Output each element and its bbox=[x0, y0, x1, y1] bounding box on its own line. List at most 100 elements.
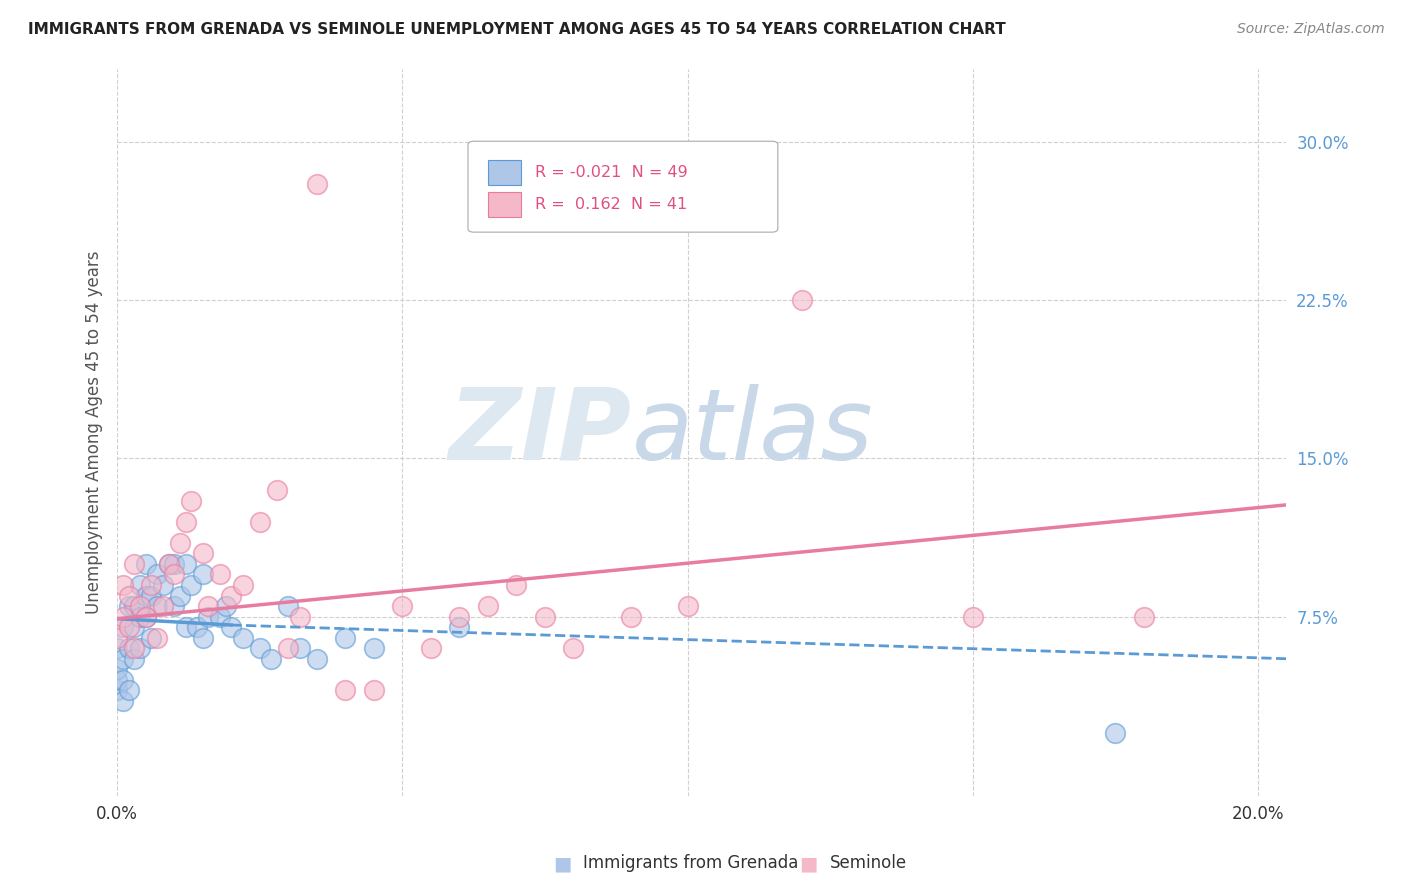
Point bbox=[335, 683, 357, 698]
Point bbox=[266, 483, 288, 497]
Point bbox=[186, 620, 208, 634]
Point bbox=[232, 578, 254, 592]
Point bbox=[105, 683, 128, 698]
Point bbox=[391, 599, 413, 613]
Point bbox=[419, 641, 441, 656]
Point bbox=[129, 641, 152, 656]
Point bbox=[305, 651, 328, 665]
Point bbox=[335, 631, 357, 645]
Point bbox=[534, 609, 557, 624]
Point bbox=[124, 651, 146, 665]
Point bbox=[180, 493, 202, 508]
Point bbox=[219, 620, 242, 634]
Point bbox=[141, 631, 163, 645]
Point bbox=[124, 557, 146, 571]
Text: Seminole: Seminole bbox=[830, 855, 907, 872]
Point bbox=[124, 641, 146, 656]
Point bbox=[180, 578, 202, 592]
Point bbox=[208, 609, 231, 624]
Point bbox=[157, 557, 180, 571]
Point bbox=[288, 609, 311, 624]
Point bbox=[124, 620, 146, 634]
Point bbox=[505, 578, 527, 592]
Point bbox=[1104, 725, 1126, 739]
Point bbox=[790, 293, 813, 308]
Point bbox=[214, 599, 236, 613]
Point bbox=[117, 683, 139, 698]
Point bbox=[105, 631, 128, 645]
Point bbox=[135, 557, 157, 571]
Point bbox=[141, 578, 163, 592]
Point bbox=[191, 567, 214, 582]
Point bbox=[249, 641, 271, 656]
Point bbox=[191, 631, 214, 645]
Text: atlas: atlas bbox=[631, 384, 873, 481]
Point bbox=[146, 567, 169, 582]
Point bbox=[619, 609, 641, 624]
Point bbox=[141, 589, 163, 603]
Point bbox=[146, 599, 169, 613]
Point bbox=[111, 578, 134, 592]
Point bbox=[363, 683, 385, 698]
Point bbox=[305, 178, 328, 192]
Point bbox=[111, 673, 134, 687]
Point bbox=[197, 599, 219, 613]
Text: Immigrants from Grenada: Immigrants from Grenada bbox=[583, 855, 799, 872]
Point bbox=[152, 578, 174, 592]
Point bbox=[105, 662, 128, 676]
Text: ■: ■ bbox=[553, 854, 572, 873]
Point bbox=[249, 515, 271, 529]
Y-axis label: Unemployment Among Ages 45 to 54 years: Unemployment Among Ages 45 to 54 years bbox=[86, 251, 103, 614]
Point bbox=[129, 609, 152, 624]
Point bbox=[191, 546, 214, 560]
Point bbox=[117, 641, 139, 656]
Point bbox=[163, 557, 186, 571]
Text: R =  0.162  N = 41: R = 0.162 N = 41 bbox=[534, 197, 688, 212]
Point bbox=[449, 620, 471, 634]
Point bbox=[208, 567, 231, 582]
Point bbox=[562, 641, 585, 656]
Point bbox=[174, 620, 197, 634]
FancyBboxPatch shape bbox=[488, 192, 520, 218]
Point bbox=[260, 651, 283, 665]
Point bbox=[277, 641, 299, 656]
Point bbox=[169, 536, 191, 550]
Point bbox=[111, 620, 134, 634]
Point bbox=[962, 609, 984, 624]
Point bbox=[117, 589, 139, 603]
Point bbox=[129, 578, 152, 592]
Point bbox=[477, 599, 499, 613]
Text: IMMIGRANTS FROM GRENADA VS SEMINOLE UNEMPLOYMENT AMONG AGES 45 TO 54 YEARS CORRE: IMMIGRANTS FROM GRENADA VS SEMINOLE UNEM… bbox=[28, 22, 1005, 37]
FancyBboxPatch shape bbox=[468, 141, 778, 232]
Point bbox=[117, 620, 139, 634]
Point bbox=[174, 515, 197, 529]
Point bbox=[163, 567, 186, 582]
Text: ZIP: ZIP bbox=[449, 384, 631, 481]
Point bbox=[219, 589, 242, 603]
Point bbox=[288, 641, 311, 656]
Point bbox=[111, 609, 134, 624]
Point bbox=[676, 599, 699, 613]
Point bbox=[146, 631, 169, 645]
Point bbox=[277, 599, 299, 613]
Point bbox=[152, 599, 174, 613]
Point bbox=[197, 609, 219, 624]
Point bbox=[124, 599, 146, 613]
Text: Source: ZipAtlas.com: Source: ZipAtlas.com bbox=[1237, 22, 1385, 37]
Point bbox=[111, 694, 134, 708]
Point bbox=[105, 641, 128, 656]
Point bbox=[169, 589, 191, 603]
Text: ■: ■ bbox=[799, 854, 818, 873]
Point bbox=[363, 641, 385, 656]
Point bbox=[111, 651, 134, 665]
Point bbox=[163, 599, 186, 613]
Text: R = -0.021  N = 49: R = -0.021 N = 49 bbox=[534, 165, 688, 180]
Point bbox=[117, 599, 139, 613]
Point bbox=[135, 609, 157, 624]
Point bbox=[174, 557, 197, 571]
Point bbox=[157, 557, 180, 571]
Point bbox=[105, 673, 128, 687]
Point bbox=[129, 599, 152, 613]
Point bbox=[449, 609, 471, 624]
Point bbox=[135, 609, 157, 624]
